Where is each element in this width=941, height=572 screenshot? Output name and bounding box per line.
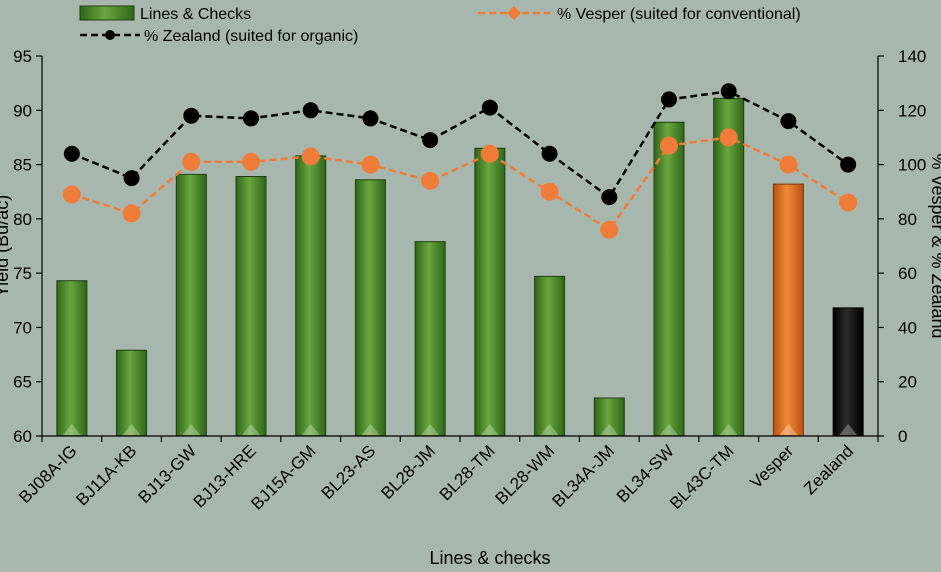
vesper-point-BL28-JM — [421, 171, 440, 190]
legend-swatch-bars — [79, 5, 135, 21]
bar-base-highlight — [719, 424, 738, 435]
zealand-point-BL34-SW — [661, 91, 677, 108]
right-tick-label: 20 — [898, 373, 917, 392]
bar-base-highlight — [480, 424, 499, 435]
legend-label-zealand: % Zealand (suited for organic) — [144, 28, 358, 45]
vesper-line — [71, 136, 849, 232]
bar-series — [56, 97, 864, 437]
zealand-point-BL43C-TM — [720, 83, 737, 100]
left-tick-label: 80 — [13, 210, 32, 229]
vesper-point-BJ08A-IG — [62, 185, 81, 204]
bar-base-highlight — [421, 424, 440, 435]
zealand-point-BL28-WM — [541, 145, 558, 162]
zealand-point-BL23-AS — [362, 110, 379, 127]
right-tick-label: 120 — [898, 101, 926, 120]
bar-base-highlight — [301, 424, 320, 435]
bar-base-highlight — [62, 424, 81, 435]
bar-base-highlight — [361, 424, 380, 435]
category-label: BJ08A-IG — [15, 441, 81, 507]
zealand-point-BJ13-HRE — [243, 110, 259, 127]
bar-BJ15A-GM — [295, 155, 327, 437]
y2-axis-title: % Vesper & % Zealand — [928, 153, 941, 338]
vesper-point-BL43C-TM — [719, 128, 738, 147]
zealand-line — [71, 89, 849, 199]
zealand-point-BJ08A-IG — [63, 145, 80, 162]
bar-Zealand — [832, 307, 864, 437]
legend-label-vesper: % Vesper (suited for conventional) — [557, 6, 801, 23]
zealand-point-BL28-TM — [481, 99, 498, 116]
left-tick-label: 70 — [13, 318, 32, 337]
zealand-point-BL34A-JM — [601, 189, 618, 206]
zealand-point-BL28-JM — [422, 132, 439, 149]
vesper-point-BL34A-JM — [600, 220, 619, 239]
bar-base-highlight — [122, 424, 141, 435]
vesper-point-BL34-SW — [660, 136, 678, 155]
x-axis-title: Lines & checks — [429, 548, 550, 568]
zealand-point-Zealand — [840, 156, 857, 173]
right-tick-label: 80 — [898, 210, 917, 229]
zealand-point-BJ11A-KB — [123, 170, 140, 187]
category-labels: BJ08A-IGBJ11A-KBBJ13-GWBJ13-HREBJ15A-GMB… — [15, 436, 879, 514]
bar-BL28-WM — [534, 275, 566, 437]
bar-BJ13-HRE — [235, 176, 267, 437]
right-axis-ticks: 0 20 40 60 80 100 120 140 — [878, 47, 926, 446]
right-tick-label: 40 — [898, 318, 917, 337]
vesper-point-BJ11A-KB — [122, 204, 141, 223]
bar-BJ13-GW — [175, 173, 207, 437]
right-tick-label: 140 — [898, 47, 926, 66]
category-label: BL23-AS — [318, 441, 380, 503]
right-tick-label: 0 — [898, 427, 907, 446]
category-label: BL28-TM — [436, 441, 499, 504]
category-label: Zealand — [800, 441, 857, 498]
bar-BL23-AS — [354, 179, 386, 437]
left-tick-label: 75 — [13, 264, 32, 283]
left-tick-label: 90 — [13, 101, 32, 120]
zealand-point-BJ13-GW — [183, 107, 200, 124]
bar-base-highlight — [540, 424, 559, 435]
bar-BL28-TM — [474, 147, 506, 437]
bar-Vesper — [772, 183, 804, 437]
vesper-point-BL23-AS — [361, 155, 380, 174]
bar-BJ11A-KB — [116, 349, 148, 437]
bar-BL28-JM — [414, 241, 446, 437]
vesper-point-BL28-TM — [480, 144, 499, 163]
bar-base-highlight — [600, 424, 619, 435]
vesper-point-Zealand — [839, 193, 858, 212]
bar-BJ08A-IG — [56, 280, 88, 437]
zealand-point-BJ15A-GM — [302, 102, 319, 119]
category-label: BL28-JM — [377, 441, 439, 503]
bar-base-highlight — [779, 424, 798, 435]
category-label: BL43C-TM — [666, 441, 738, 513]
y-axis-title: Yield (Bu/ac) — [0, 195, 12, 297]
right-tick-label: 60 — [898, 264, 917, 283]
line-series — [62, 83, 858, 239]
bar-BL34-SW — [653, 121, 685, 437]
category-label: BJ15A-GM — [247, 441, 319, 513]
right-tick-label: 100 — [898, 156, 926, 175]
category-label: BL34A-JM — [549, 441, 619, 511]
category-label: Vesper — [746, 441, 797, 492]
vesper-point-BJ13-GW — [182, 152, 201, 171]
bar-base-highlight — [839, 424, 858, 435]
bar-BL43C-TM — [713, 97, 745, 437]
left-tick-label: 85 — [13, 156, 32, 175]
legend: Lines & Checks % Vesper (suited for conv… — [79, 5, 801, 45]
legend-label-bars: Lines & Checks — [140, 6, 251, 23]
legend-swatch-vesper-marker — [507, 6, 521, 20]
left-axis-ticks: 60 65 70 75 80 85 90 95 — [13, 47, 42, 446]
bar-base-highlight — [660, 424, 678, 435]
vesper-point-BL28-WM — [540, 182, 559, 201]
left-tick-label: 65 — [13, 373, 32, 392]
zealand-point-Vesper — [780, 113, 797, 130]
category-label: BJ11A-KB — [72, 441, 140, 509]
vesper-point-BJ13-HRE — [242, 152, 260, 171]
bar-base-highlight — [182, 424, 201, 435]
vesper-point-Vesper — [779, 155, 798, 174]
left-tick-label: 60 — [13, 427, 32, 446]
vesper-point-BJ15A-GM — [301, 147, 320, 166]
bar-base-highlight — [242, 424, 260, 435]
legend-swatch-zealand-marker — [105, 30, 115, 40]
left-tick-label: 95 — [13, 47, 32, 66]
